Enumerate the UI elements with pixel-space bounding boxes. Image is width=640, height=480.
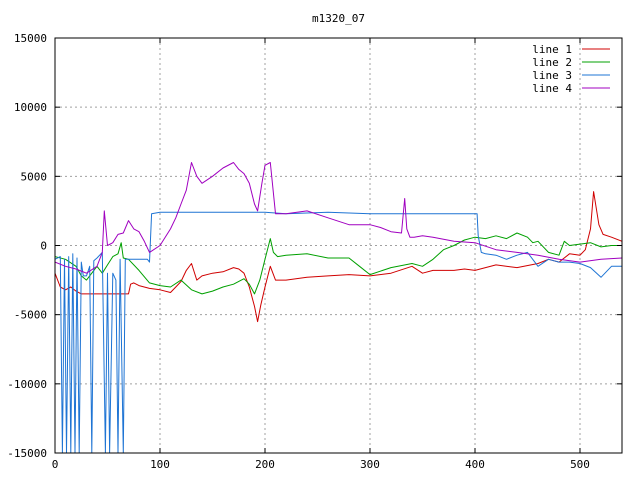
y-tick-label: 5000 — [21, 170, 48, 183]
y-tick-label: -10000 — [7, 378, 47, 391]
x-tick-label: 0 — [52, 458, 59, 471]
series-line-3 — [55, 211, 622, 453]
y-tick-labels: -15000 -10000 -5000 0 5000 10000 15000 — [7, 32, 47, 460]
series-layer — [55, 162, 622, 453]
y-tick-label: 10000 — [14, 101, 47, 114]
grid — [55, 38, 622, 453]
x-tick-labels: 0 100 200 300 400 500 — [52, 458, 590, 471]
chart-title: m1320_07 — [312, 12, 365, 25]
x-tick-label: 300 — [360, 458, 380, 471]
y-tick-label: 0 — [40, 240, 47, 253]
x-tick-label: 200 — [255, 458, 275, 471]
x-tick-label: 100 — [150, 458, 170, 471]
y-tick-label: 15000 — [14, 32, 47, 45]
y-tick-label: -15000 — [7, 447, 47, 460]
x-tick-label: 400 — [465, 458, 485, 471]
legend-label: line 4 — [532, 82, 572, 95]
legend-label: line 2 — [532, 56, 572, 69]
series-line-2 — [55, 232, 622, 295]
series-line-1 — [55, 191, 622, 323]
x-tick-label: 500 — [570, 458, 590, 471]
y-tick-label: -5000 — [14, 309, 47, 322]
tick-marks — [54, 37, 622, 454]
series-line-4 — [55, 162, 622, 274]
legend-label: line 1 — [532, 43, 572, 56]
legend-label: line 3 — [532, 69, 572, 82]
